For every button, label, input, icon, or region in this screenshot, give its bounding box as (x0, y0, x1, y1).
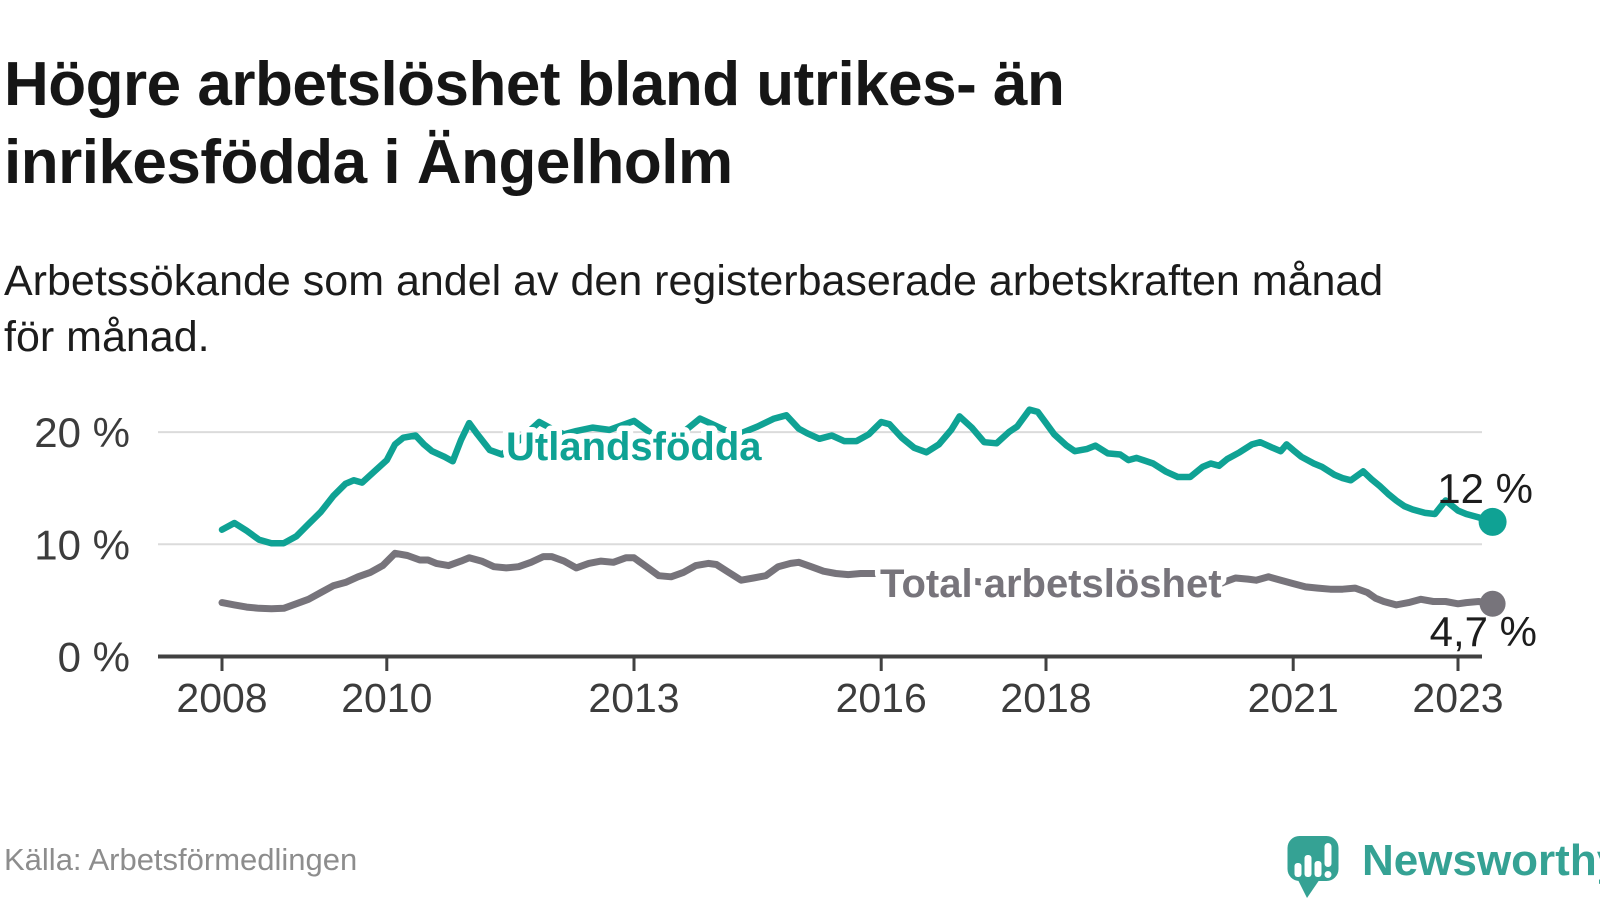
x-tick-label-2008: 2008 (176, 675, 267, 721)
series-label-utlandsfodda: Utlandsfödda (506, 425, 762, 469)
page-title: Högre arbetslöshet bland utrikes- än inri… (4, 46, 1065, 202)
series-end-dot-utlandsfodda (1478, 507, 1507, 536)
logo-exclamation-bar (1324, 843, 1332, 867)
y-tick-label-10: 10 % (34, 521, 130, 568)
series-line-utlandsfodda (218, 406, 1496, 547)
series-end-value-utlandsfodda: 12 % (1437, 465, 1533, 512)
subtitle-line-1: Arbetssökande som andel av den registerb… (4, 257, 1384, 305)
logo-exclamation-dot (1324, 871, 1332, 878)
newsworthy-logo-icon (1287, 836, 1339, 898)
y-tick-label-0: 0 % (58, 634, 130, 681)
y-tick-label-20: 20 % (34, 409, 130, 456)
x-tick-label-2021: 2021 (1248, 675, 1339, 721)
newsworthy-wordmark: Newsworthy (1362, 836, 1600, 885)
title-line-2: inrikesfödda i Ängelholm (4, 127, 733, 197)
chart-subtitle: Arbetssökande som andel av den registerb… (4, 253, 1383, 365)
x-tick-label-2013: 2013 (588, 675, 679, 721)
series-end-dot-total-arbetsloshet (1479, 590, 1506, 617)
x-tick-label-2010: 2010 (341, 675, 432, 721)
x-tick-label-2016: 2016 (836, 675, 927, 721)
series-end-value-total-arbetsloshet: 4,7 % (1430, 608, 1537, 655)
logo-bar-1 (1294, 863, 1302, 877)
source-note: Källa: Arbetsförmedlingen (4, 842, 358, 877)
x-tick-label-2023: 2023 (1412, 675, 1503, 721)
subtitle-line-2: för månad. (4, 313, 210, 361)
logo-bar-2 (1304, 855, 1312, 877)
series-line-total-arbetsloshet (218, 549, 1497, 613)
x-tick-label-2018: 2018 (1000, 675, 1091, 721)
title-line-1: Högre arbetslöshet bland utrikes- än (4, 49, 1065, 119)
series-label-total-arbetsloshet: Total arbetslöshet (880, 562, 1222, 606)
logo-bubble-tail (1296, 876, 1322, 898)
logo-bar-3 (1314, 861, 1322, 877)
